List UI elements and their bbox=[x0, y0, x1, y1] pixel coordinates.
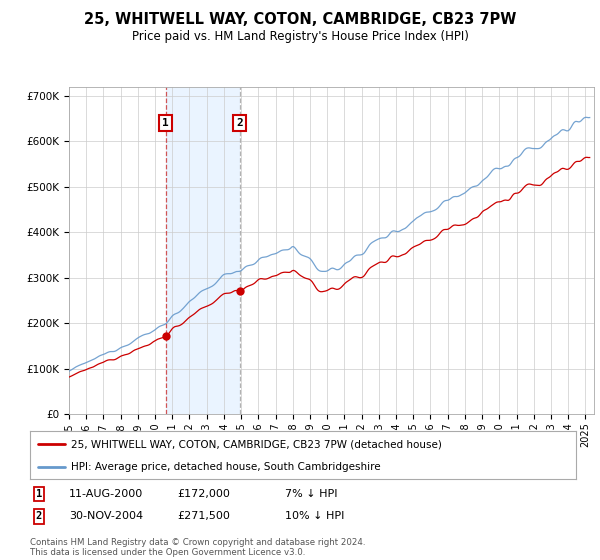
Bar bbox=[166, 87, 239, 414]
Text: 1: 1 bbox=[162, 118, 169, 128]
Text: £271,500: £271,500 bbox=[177, 511, 230, 521]
Text: HPI: Average price, detached house, South Cambridgeshire: HPI: Average price, detached house, Sout… bbox=[71, 462, 380, 472]
Text: 10% ↓ HPI: 10% ↓ HPI bbox=[285, 511, 344, 521]
Text: 7% ↓ HPI: 7% ↓ HPI bbox=[285, 489, 337, 499]
Text: £172,000: £172,000 bbox=[177, 489, 230, 499]
Text: Price paid vs. HM Land Registry's House Price Index (HPI): Price paid vs. HM Land Registry's House … bbox=[131, 30, 469, 43]
Text: 2: 2 bbox=[36, 511, 42, 521]
Text: 2: 2 bbox=[236, 118, 243, 128]
Text: 11-AUG-2000: 11-AUG-2000 bbox=[69, 489, 143, 499]
Text: Contains HM Land Registry data © Crown copyright and database right 2024.
This d: Contains HM Land Registry data © Crown c… bbox=[30, 538, 365, 557]
Text: 30-NOV-2004: 30-NOV-2004 bbox=[69, 511, 143, 521]
Text: 1: 1 bbox=[36, 489, 42, 499]
Text: 25, WHITWELL WAY, COTON, CAMBRIDGE, CB23 7PW: 25, WHITWELL WAY, COTON, CAMBRIDGE, CB23… bbox=[84, 12, 516, 27]
Text: 25, WHITWELL WAY, COTON, CAMBRIDGE, CB23 7PW (detached house): 25, WHITWELL WAY, COTON, CAMBRIDGE, CB23… bbox=[71, 439, 442, 449]
